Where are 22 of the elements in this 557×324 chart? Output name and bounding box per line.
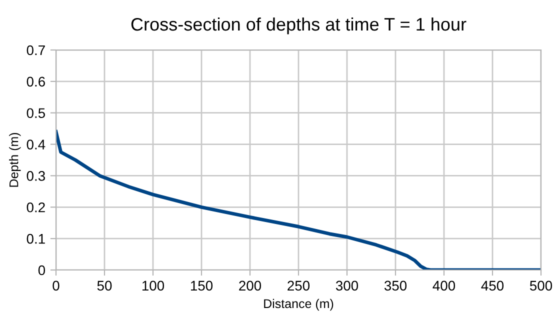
y-tick-label: 0 — [38, 265, 46, 276]
y-axis-title: Depth (m) — [9, 132, 21, 187]
y-tick-label: 0.7 — [26, 45, 45, 56]
x-tick-label: 0 — [52, 280, 60, 291]
x-tick-label: 400 — [432, 280, 456, 291]
y-tick-label: 0.3 — [26, 171, 45, 181]
x-tick-label: 50 — [97, 280, 112, 291]
y-tick-label: 0.5 — [26, 108, 46, 118]
x-tick-label: 100 — [142, 280, 164, 291]
y-tick-label: 0.4 — [26, 140, 46, 150]
chart-title: Cross-section of depths at time T = 1 hour — [131, 17, 466, 34]
x-axis-title: Distance (m) — [264, 298, 334, 311]
x-tick-label: 500 — [530, 280, 552, 291]
x-tick-label: 150 — [190, 280, 213, 291]
y-tick-label: 0.6 — [26, 76, 45, 87]
x-tick-label: 200 — [239, 280, 262, 291]
y-tick-label: 0.1 — [26, 234, 45, 244]
x-tick-label: 300 — [336, 280, 358, 291]
x-tick-label: 350 — [384, 280, 407, 291]
y-tick-label: 0.2 — [26, 202, 45, 212]
x-tick-label: 450 — [481, 280, 504, 291]
x-tick-label: 250 — [288, 280, 310, 291]
